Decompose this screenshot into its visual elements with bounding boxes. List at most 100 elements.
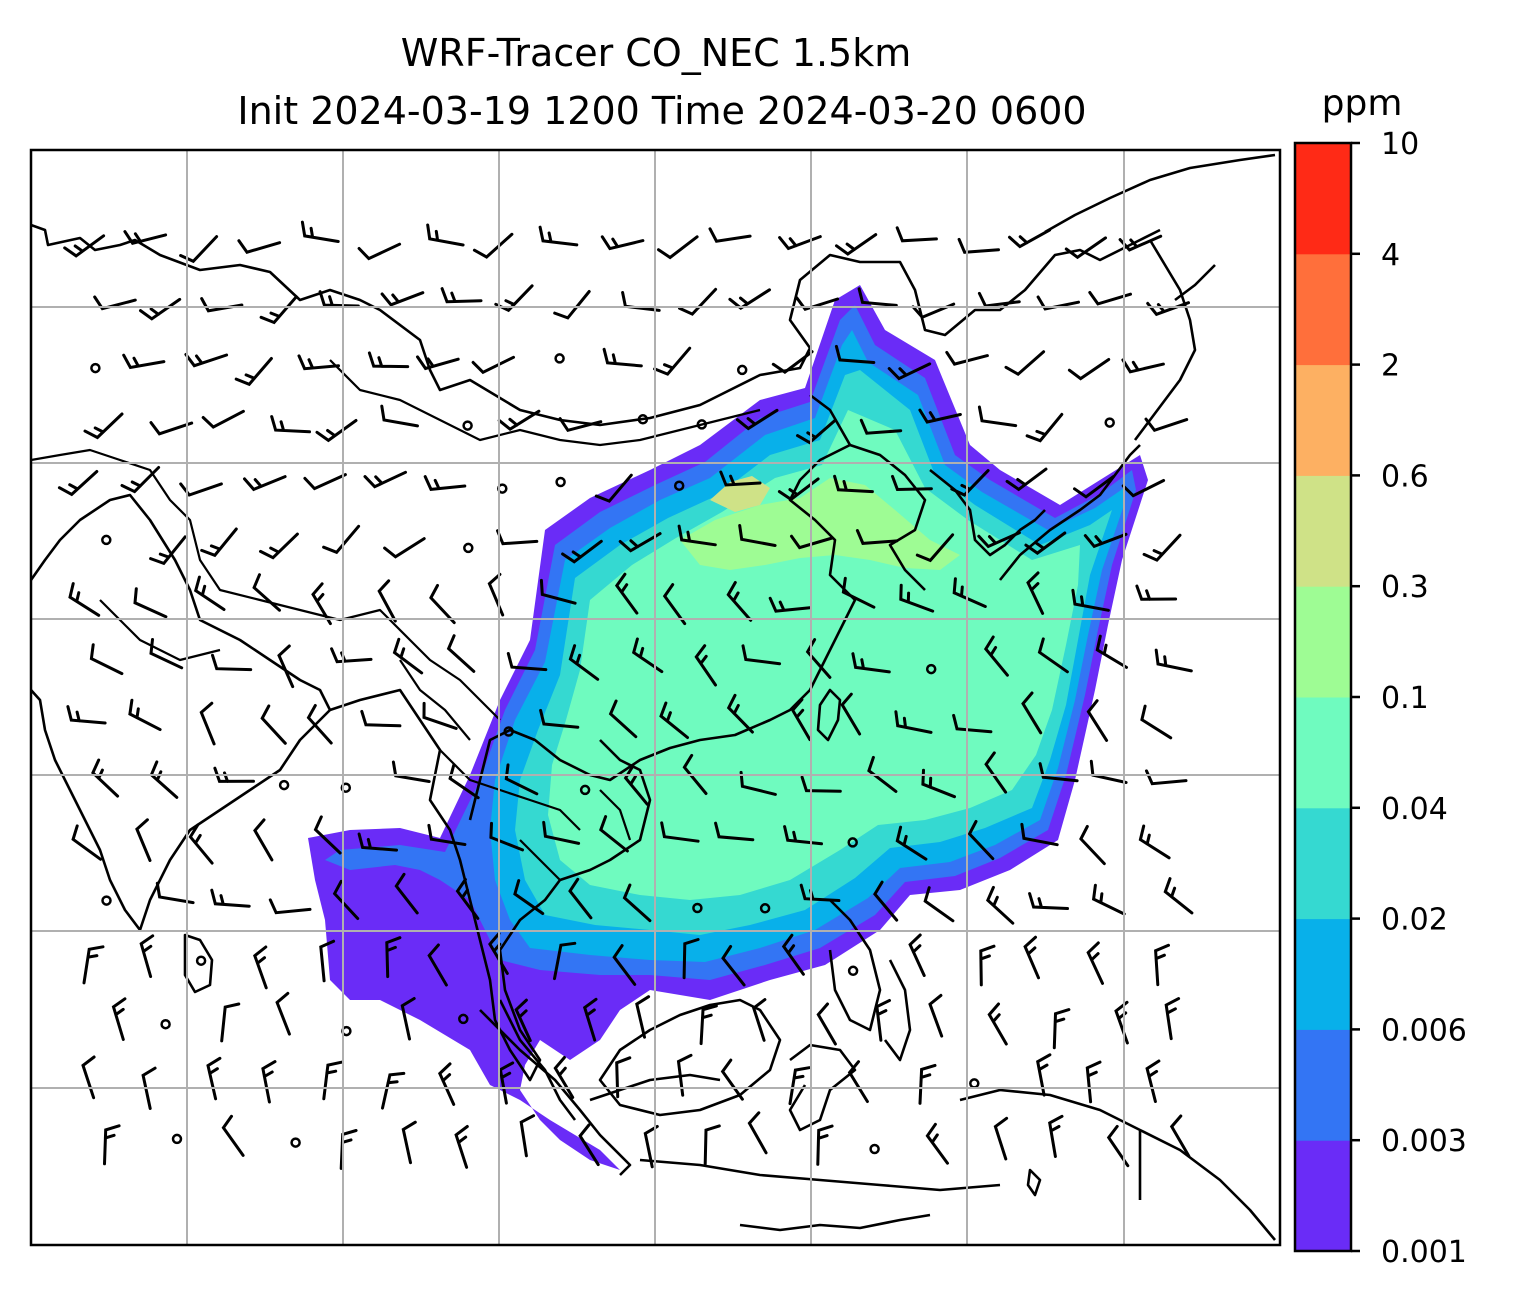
wind-barb xyxy=(201,409,245,429)
wind-barb xyxy=(385,936,402,979)
wind-barbs xyxy=(57,220,1194,1170)
colorbar-tick-label: 0.001 xyxy=(1381,1235,1467,1270)
wind-barb xyxy=(788,1066,811,1106)
wind-barb xyxy=(1086,699,1109,742)
wind-barb xyxy=(1121,358,1165,374)
wind-barb xyxy=(553,941,577,981)
wind-barb xyxy=(1004,350,1046,377)
wind-barb xyxy=(653,346,692,376)
colorbar-tick-label: 10 xyxy=(1381,127,1419,162)
coastline-north-asia xyxy=(31,223,1161,427)
country-borders xyxy=(31,359,761,881)
wind-barb xyxy=(923,886,955,923)
wind-barb xyxy=(1064,236,1107,260)
wind-barb xyxy=(1025,412,1064,443)
calm-wind-marker xyxy=(195,955,207,966)
wind-barb xyxy=(322,524,361,555)
wind-barb xyxy=(319,939,336,983)
wind-barb xyxy=(918,408,962,424)
wind-barb xyxy=(851,652,891,674)
wind-barb xyxy=(149,421,194,436)
wind-barb xyxy=(448,763,480,800)
wind-barb xyxy=(987,1002,1008,1046)
wind-barb xyxy=(599,815,629,853)
wind-barb xyxy=(790,534,834,550)
wind-barb xyxy=(622,883,652,923)
wind-barb xyxy=(332,879,360,920)
wind-barb xyxy=(277,644,295,689)
wind-barb xyxy=(568,877,593,920)
calm-wind-marker xyxy=(278,779,290,791)
wind-barb xyxy=(1138,824,1171,860)
wind-barb xyxy=(427,943,448,987)
calm-wind-marker xyxy=(160,1018,171,1030)
colorbar-segment xyxy=(1295,253,1351,366)
colorbar-tick-label: 0.04 xyxy=(1381,792,1448,827)
wind-barb xyxy=(915,533,955,563)
wind-barb xyxy=(859,418,903,435)
wind-barb xyxy=(891,474,933,492)
wind-barb xyxy=(497,409,541,432)
colorbar-segment xyxy=(1295,586,1351,698)
wind-barb xyxy=(155,881,195,905)
wind-barb xyxy=(519,1114,536,1158)
wind-barb xyxy=(489,821,524,852)
map-frame xyxy=(29,148,1282,1247)
wind-barb xyxy=(721,945,746,987)
map-panel xyxy=(29,148,1282,1247)
wind-barb xyxy=(303,473,347,491)
wind-barb xyxy=(440,287,483,304)
calm-wind-marker xyxy=(736,364,748,376)
coastline-korea-peninsula xyxy=(929,468,1046,557)
wind-barb xyxy=(423,475,467,492)
wind-barb xyxy=(659,701,689,739)
calm-wind-marker xyxy=(673,480,685,491)
wind-barb xyxy=(979,944,996,987)
wind-barb xyxy=(682,753,708,795)
wind-barb xyxy=(1079,825,1106,866)
wind-barb xyxy=(1024,531,1067,555)
calm-wind-marker xyxy=(1104,417,1115,428)
wind-barb xyxy=(694,644,717,687)
coastline-taiwan xyxy=(816,688,842,742)
calm-wind-marker xyxy=(101,534,112,546)
wind-barb xyxy=(735,408,779,431)
colorbar-tick-label: 0.003 xyxy=(1381,1124,1467,1159)
wind-barb xyxy=(738,524,777,547)
wind-barb xyxy=(728,288,771,310)
calm-wind-marker xyxy=(554,353,565,364)
wind-barb xyxy=(1052,1008,1071,1050)
wind-barb xyxy=(952,713,993,734)
wind-barb xyxy=(300,220,340,243)
wind-barb xyxy=(268,898,312,915)
wind-barb xyxy=(816,1002,837,1046)
wind-barb xyxy=(1036,295,1080,311)
title-line-1: WRF-Tracer CO_NEC 1.5km xyxy=(401,31,912,75)
coastline-india xyxy=(31,493,332,932)
wind-barb xyxy=(582,997,598,1042)
wind-barb xyxy=(635,995,651,1039)
wind-barb xyxy=(895,825,928,861)
wind-barb xyxy=(855,529,899,545)
wind-barb xyxy=(612,944,637,986)
wind-barb xyxy=(1085,1060,1102,1104)
wind-barb xyxy=(899,583,935,613)
wind-barb xyxy=(1145,1059,1161,1103)
wind-barb xyxy=(887,362,932,381)
calm-wind-marker xyxy=(290,1137,301,1148)
wind-barb xyxy=(568,644,600,681)
wind-barb xyxy=(1163,877,1194,915)
wind-barb xyxy=(1026,571,1045,615)
coastline-sri-lanka xyxy=(183,933,214,994)
coastline-philippines xyxy=(828,899,912,1062)
wind-barb xyxy=(699,1004,718,1046)
wind-barb xyxy=(840,692,862,736)
wind-barb xyxy=(422,701,458,730)
wind-barb xyxy=(184,353,229,368)
wind-barb xyxy=(867,755,898,793)
wind-barb xyxy=(514,998,532,1043)
wind-barb xyxy=(120,466,161,494)
coastline-lesser-sunda xyxy=(739,1168,1042,1232)
wind-barb xyxy=(380,291,425,307)
wind-barb xyxy=(1169,1114,1191,1158)
